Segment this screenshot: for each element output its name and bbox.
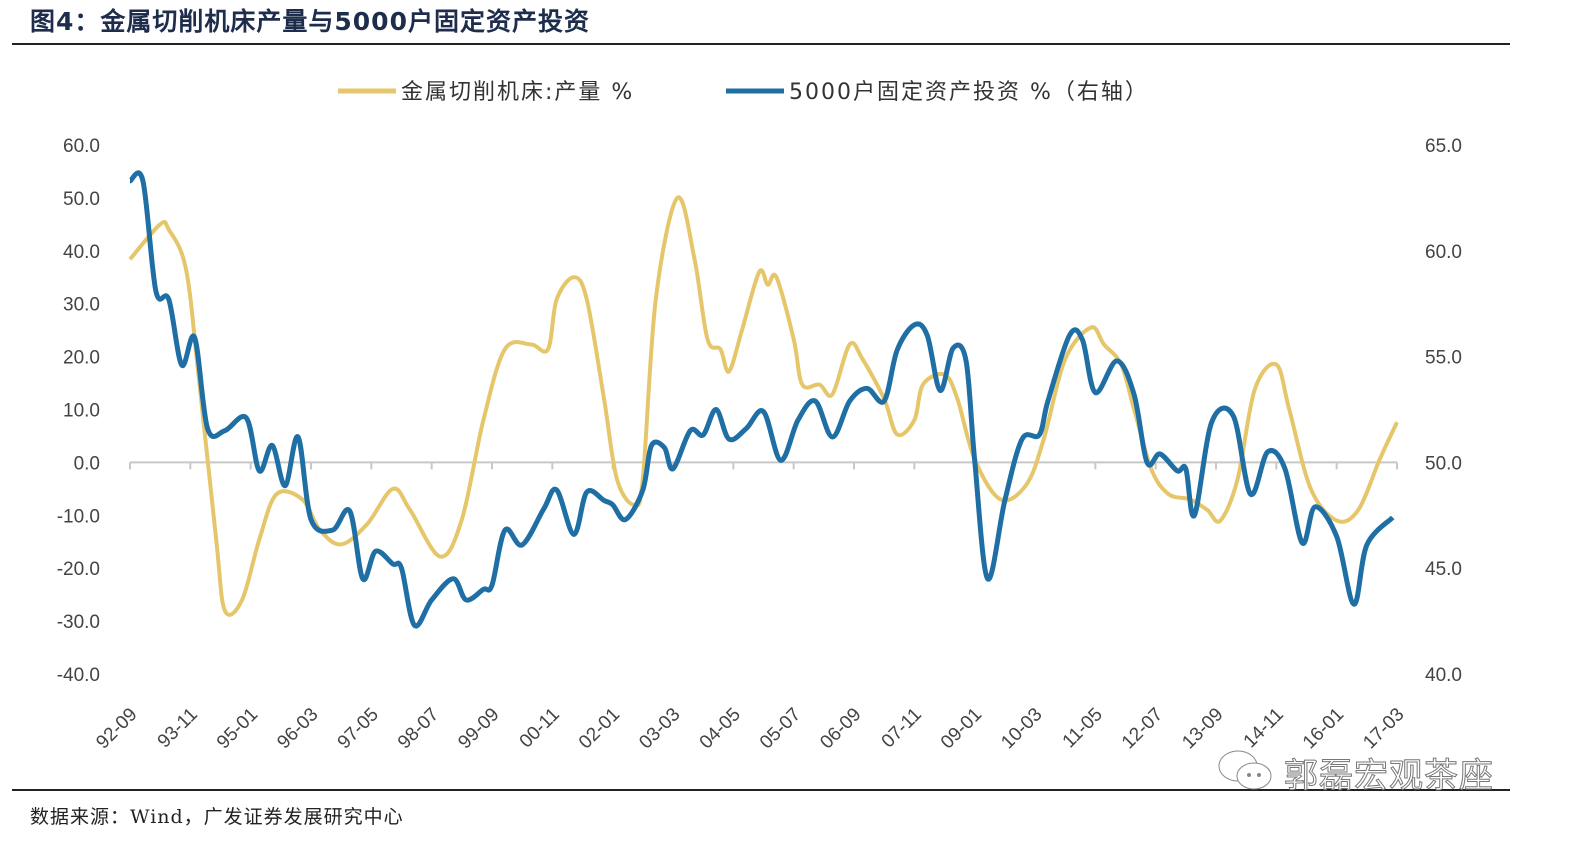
y-left-tick-label: 50.0: [63, 189, 100, 210]
legend-label-0: 金属切削机床:产量 %: [401, 80, 634, 105]
y-left-tick-label: -20.0: [57, 559, 100, 580]
x-tick-label: 95-01: [213, 704, 262, 753]
x-tick-label: 06-09: [816, 704, 865, 753]
x-tick-label: 16-01: [1299, 704, 1348, 753]
y-left-tick-label: 10.0: [63, 401, 100, 422]
wechat-icon: [1218, 750, 1272, 790]
x-tick-label: 10-03: [997, 704, 1046, 753]
y-left-tick-label: 30.0: [63, 295, 100, 316]
y-left-tick-label: -10.0: [57, 506, 100, 527]
y-right-tick-label: 65.0: [1425, 136, 1462, 157]
y-left-tick-label: -40.0: [57, 665, 100, 686]
top-divider: [12, 43, 1510, 45]
x-tick-label: 98-07: [394, 704, 443, 753]
y-left-tick-label: -30.0: [57, 612, 100, 633]
x-tick-label: 04-05: [696, 704, 745, 753]
bottom-divider: [12, 789, 1510, 791]
x-tick-label: 99-09: [454, 704, 503, 753]
x-tick-label: 96-03: [273, 704, 322, 753]
y-left-tick-label: 40.0: [63, 242, 100, 263]
y-right-tick-label: 60.0: [1425, 242, 1462, 263]
source-note: 数据来源：Wind，广发证券发展研究中心: [30, 806, 404, 828]
x-tick-label: 14-11: [1240, 704, 1288, 752]
y-right-tick-label: 40.0: [1425, 665, 1462, 686]
x-tick-label: 92-09: [92, 704, 141, 753]
x-tick-label: 93-11: [154, 704, 202, 752]
x-tick-label: 11-05: [1059, 704, 1107, 752]
x-tick-label: 07-11: [878, 704, 926, 752]
series-line-1: [128, 170, 1395, 629]
x-tick-label: 97-05: [334, 704, 383, 753]
x-tick-label: 00-11: [516, 704, 564, 752]
x-tick-label: 12-07: [1118, 704, 1167, 753]
y-left-tick-label: 20.0: [63, 348, 100, 369]
x-tick-label: 02-01: [575, 704, 624, 753]
x-tick-label: 09-01: [937, 704, 986, 753]
y-right-tick-label: 45.0: [1425, 559, 1462, 580]
watermark-text: 郭磊宏观茶座: [1284, 756, 1494, 797]
x-tick-label: 05-07: [756, 704, 805, 753]
y-right-tick-label: 55.0: [1425, 348, 1462, 369]
figure-title: 图4：金属切削机床产量与5000户固定资产投资: [30, 7, 590, 36]
x-tick-label: 17-03: [1359, 704, 1408, 753]
x-tick-label: 13-09: [1178, 704, 1227, 753]
y-right-tick-label: 50.0: [1425, 453, 1462, 474]
y-left-tick-label: 60.0: [63, 136, 100, 157]
legend-label-1: 5000户固定资产投资 %（右轴）: [789, 80, 1149, 105]
y-left-tick-label: 0.0: [74, 453, 100, 474]
watermark: 郭磊宏观茶座: [1218, 748, 1494, 797]
series-line-0: [128, 195, 1399, 617]
x-tick-label: 03-03: [635, 704, 684, 753]
